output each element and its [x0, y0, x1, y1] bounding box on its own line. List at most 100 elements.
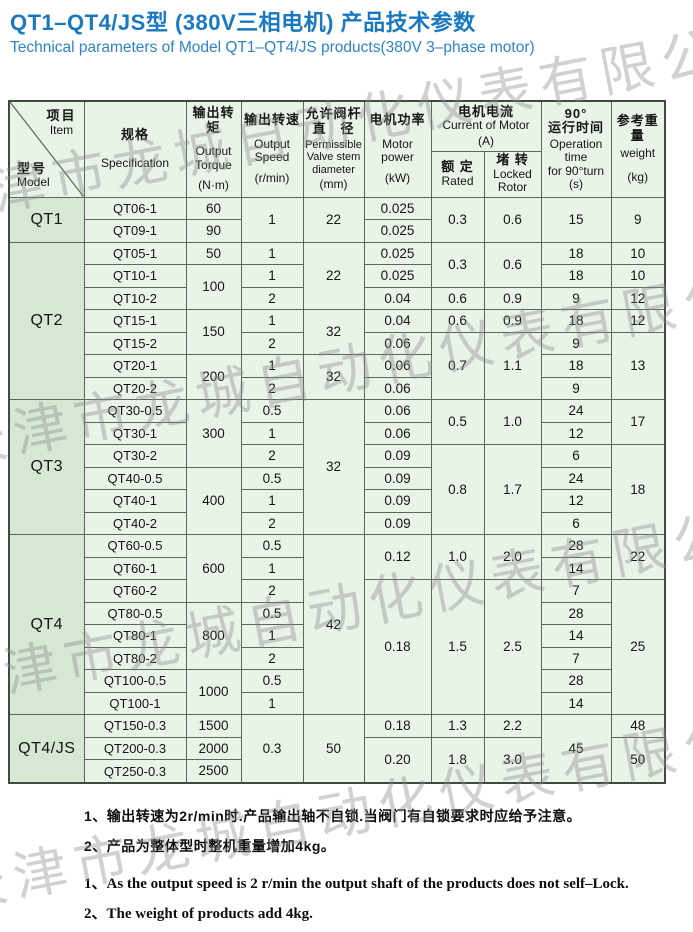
value-cell: 17	[610, 399, 666, 445]
value-cell: 24	[540, 399, 612, 423]
value-cell: 0.6	[430, 309, 485, 333]
table-header: 项目 Item 型号 Model 规格 Specification 输出转矩 O…	[8, 100, 666, 198]
value-cell: 0.20	[363, 736, 432, 784]
table-row: QT4/JS QT150-0.3 1500 0.3 50 0.18 1.3 2.2 45 48	[8, 714, 666, 784]
value-cell: 0.04	[363, 309, 432, 333]
value-cell: 0.5	[240, 601, 304, 625]
spec-cell: QT09-1	[83, 219, 187, 243]
value-cell: 6	[540, 444, 612, 468]
table-row: QT10-2 2 0.04 0.6 0.9 9 12	[9, 286, 666, 310]
spec-cell: QT40-0.5	[83, 466, 187, 490]
footnotes: 1、输出转速为2r/min时.产品输出轴不自锁.当阀门有自锁要求时应给予注意。 …	[84, 806, 629, 932]
model-cell: QT1	[8, 196, 85, 243]
value-cell: 400	[185, 466, 242, 535]
table-row: QT2 QT05-1 50 1 22 0.025 0.3 0.6 18 10	[8, 241, 666, 400]
table-row: QT4 QT60-0.5 600 0.5 42 0.12 1.0 2.0 28 22	[8, 534, 666, 715]
page-subtitle: Technical parameters of Model QT1–QT4/JS…	[10, 39, 535, 56]
value-cell: 28	[540, 669, 612, 693]
value-cell: 18	[540, 354, 612, 378]
technical-parameters-table: 项目 Item 型号 Model 规格 Specification 输出转矩 O…	[8, 100, 666, 784]
note-en-1: 1、As the output speed is 2 r/min the out…	[84, 876, 629, 892]
value-cell: 7	[540, 646, 612, 670]
value-cell: 24	[540, 466, 612, 490]
value-cell: 0.06	[363, 376, 432, 400]
value-cell: 1	[240, 264, 304, 288]
value-cell: 0.09	[363, 511, 432, 535]
spec-cell: QT60-2	[83, 579, 187, 603]
value-cell: 13	[610, 331, 666, 400]
header-motor-power: 电机功率 Motor power (kW)	[363, 100, 432, 198]
value-cell: 0.5	[240, 534, 304, 558]
value-cell: 22	[610, 534, 666, 580]
value-cell: 1	[240, 354, 304, 378]
spec-cell: QT100-1	[83, 691, 187, 715]
value-cell: 32	[302, 399, 365, 535]
spec-cell: QT100-0.5	[83, 669, 187, 693]
value-cell: 0.09	[363, 489, 432, 513]
value-cell: 2.0	[483, 534, 542, 580]
value-cell: 2.5	[483, 579, 542, 715]
spec-cell: QT15-1	[83, 309, 187, 333]
value-cell: 1	[240, 309, 304, 333]
spec-cell: QT250-0.3	[83, 759, 187, 784]
value-cell: 0.9	[483, 309, 542, 333]
value-cell: 12	[610, 286, 666, 310]
note-en-2: 2、The weight of products add 4kg.	[84, 906, 313, 922]
value-cell: 0.5	[430, 399, 485, 445]
value-cell: 0.5	[240, 669, 304, 693]
value-cell: 1.0	[483, 399, 542, 445]
value-cell: 0.7	[430, 331, 485, 400]
value-cell: 1	[240, 421, 304, 445]
page-title: QT1–QT4/JS型 (380V三相电机) 产品技术参数	[10, 10, 476, 35]
value-cell: 14	[540, 624, 612, 648]
value-cell: 1.0	[430, 534, 485, 580]
value-cell: 0.025	[363, 219, 432, 243]
value-cell: 0.06	[363, 421, 432, 445]
value-cell: 18	[540, 241, 612, 265]
value-cell: 9	[540, 286, 612, 310]
value-cell: 9	[540, 331, 612, 355]
value-cell: 0.3	[240, 714, 304, 784]
header-weight: 参考重量 weight (kg)	[610, 100, 666, 198]
table-row: QT09-1 90 0.025	[9, 219, 665, 243]
value-cell: 0.12	[363, 534, 432, 580]
value-cell: 9	[610, 196, 666, 243]
value-cell: 22	[302, 241, 365, 310]
spec-cell: QT05-1	[83, 241, 187, 265]
value-cell: 12	[610, 309, 666, 333]
value-cell: 0.18	[363, 579, 432, 715]
value-cell: 18	[540, 309, 612, 333]
value-cell: 0.025	[363, 264, 432, 288]
value-cell: 15	[540, 196, 612, 243]
table-row: QT40-1 1 0.09 12	[9, 489, 665, 513]
spec-cell: QT15-2	[83, 331, 187, 355]
value-cell: 32	[302, 309, 365, 355]
value-cell: 2	[240, 579, 304, 603]
value-cell: 90	[185, 219, 242, 243]
note-cn-1: 1、输出转速为2r/min时.产品输出轴不自锁.当阀门有自锁要求时应给予注意。	[84, 808, 582, 824]
value-cell: 1.3	[430, 714, 485, 738]
value-cell: 1000	[185, 669, 242, 715]
table-row: QT60-2 2 0.18 1.5 2.5 7 25	[9, 579, 666, 715]
table-row: QT80-1 1 14	[9, 624, 665, 648]
table-row: QT200-0.3 2000 0.20 1.8 3.0 50	[9, 736, 666, 784]
spec-cell: QT150-0.3	[83, 714, 187, 738]
spec-cell: QT200-0.3	[83, 736, 187, 760]
value-cell: 6	[540, 511, 612, 535]
value-cell: 1.7	[483, 444, 542, 535]
table-row: QT100-0.5 1000 0.5 28	[9, 669, 665, 715]
value-cell: 0.8	[430, 444, 485, 535]
value-cell: 0.3	[430, 241, 485, 288]
spec-cell: QT10-1	[83, 264, 187, 288]
spec-cell: QT30-2	[83, 444, 187, 468]
header-output-speed: 输出转速 Output Speed (r/min)	[240, 100, 304, 198]
corner-header-cell: 项目 Item 型号 Model	[8, 100, 85, 198]
value-cell: 300	[185, 399, 242, 468]
value-cell: 50	[185, 241, 242, 265]
value-cell: 0.04	[363, 286, 432, 310]
value-cell: 12	[540, 489, 612, 513]
value-cell: 2500	[185, 759, 242, 784]
value-cell: 100	[185, 264, 242, 310]
value-cell: 32	[302, 354, 365, 400]
table-row: QT20-1 200 1 32 0.06 18	[9, 354, 665, 400]
